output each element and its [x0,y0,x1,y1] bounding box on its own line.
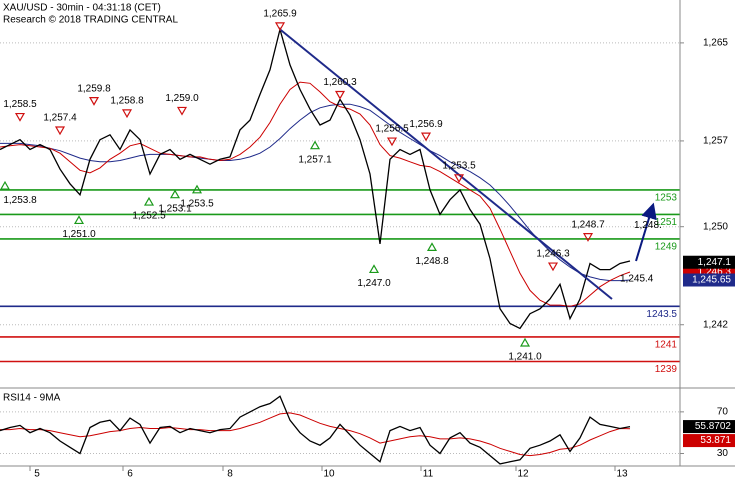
high-label: 1,259.8 [77,83,111,94]
level-label: 1241 [655,340,678,351]
y-tick-label: 70 [717,407,729,418]
x-tick-label: 6 [127,469,133,480]
high-label: 1,258.5 [3,99,37,110]
low-marker [309,140,321,150]
x-tick-label: 10 [323,469,335,480]
series-line [0,103,631,282]
y-tick-label: 1,242 [703,319,728,330]
high-marker [582,233,594,242]
high-marker [453,174,465,184]
last-value-box [683,434,735,448]
low-marker [73,215,85,225]
last-value-label: 1,245.65 [692,275,731,286]
x-tick-label: 13 [616,469,628,480]
forecast-label: 1,248. [634,220,662,231]
high-label: 1,253.5 [442,160,476,171]
x-tick-label: 8 [227,469,233,480]
low-marker [426,242,438,252]
high-marker [386,137,398,147]
high-label: 1,258.8 [110,96,144,107]
chart-title: XAU/USD - 30min - 04:31:18 (CET) [3,3,161,14]
level-label: 1249 [655,242,678,253]
high-label: 1,259.0 [165,93,199,104]
high-marker [88,97,100,106]
high-label: 1,248.7 [571,219,605,230]
y-tick-label: 1,257 [703,136,728,147]
low-label: 1,252.5 [132,211,166,222]
high-marker [420,132,432,142]
x-tick-label: 12 [517,469,529,480]
last-value-label: 1,247.1 [698,257,732,268]
high-marker [54,126,66,136]
high-label: 1,256.9 [409,119,443,130]
y-tick-label: 1,250 [703,221,728,232]
high-label: 1,256.5 [375,124,409,135]
low-marker [368,264,380,274]
level-label: 1251 [655,217,678,228]
low-marker [143,196,155,206]
price-label: 1,245.4 [620,274,654,285]
low-label: 1,248.8 [415,256,449,267]
low-label: 1,241.0 [508,352,542,363]
y-tick-label: 30 [717,448,729,459]
high-marker [334,90,346,100]
forecast-arrow [635,202,657,262]
low-marker [0,180,11,190]
last-value-box [683,420,735,434]
series-line [0,412,631,457]
series-line [0,81,631,307]
level-label: 1243.5 [646,309,677,320]
low-label: 1,251.0 [62,229,96,240]
last-value-label: 1,246.3 [698,267,732,278]
high-label: 1,260.3 [323,77,357,88]
last-value-label: 53.871 [700,435,731,446]
series-line [0,26,631,330]
panel-title: RSI14 - 9MA [3,393,61,404]
low-label: 1,253.1 [158,203,192,214]
low-marker [519,337,531,347]
high-marker [14,112,26,122]
high-marker [176,106,188,116]
low-marker [191,184,203,194]
high-marker [274,22,286,32]
x-tick-label: 11 [423,469,434,480]
high-marker [121,109,133,119]
chart-subtitle: Research © 2018 TRADING CENTRAL [3,15,178,26]
low-marker [169,189,181,199]
last-value-box [683,273,735,287]
low-label: 1,247.0 [357,278,391,289]
low-label: 1,253.5 [180,198,214,209]
last-value-box [683,255,735,269]
y-tick-label: 1,265 [703,38,728,49]
high-label: 1,246.3 [536,249,570,260]
last-value-label: 55.8702 [695,421,732,432]
high-marker [547,262,559,272]
high-label: 1,257.4 [43,113,77,124]
high-label: 1,265.9 [263,9,297,20]
x-tick-label: 5 [34,469,40,480]
level-label: 1253 [655,193,678,204]
low-label: 1,257.1 [298,154,332,165]
level-label: 1239 [655,364,678,375]
trendline [279,28,613,300]
plot-layer: 1,265 1,257 1,250 1,242 1253 1251 1249 1243.5 12… [0,9,735,480]
series-line [0,395,631,465]
low-label: 1,253.8 [3,195,37,206]
